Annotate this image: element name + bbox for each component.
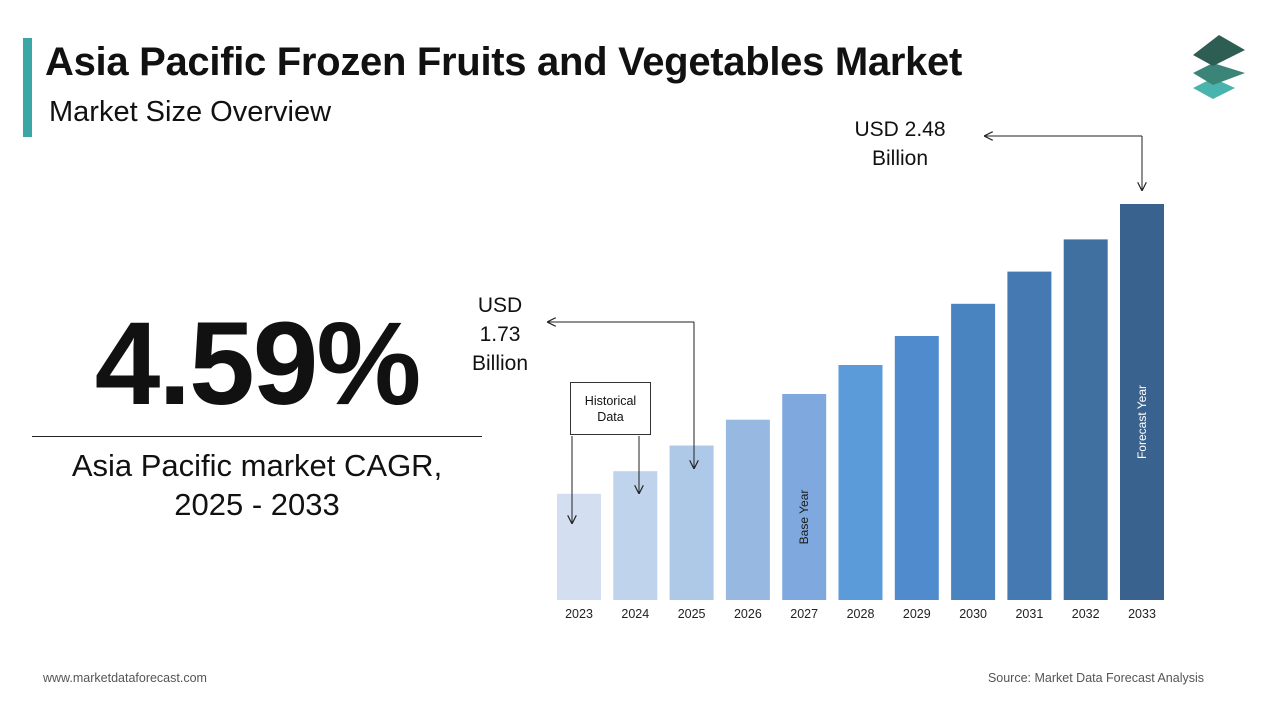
x-tick-label-2028: 2028 [847, 607, 875, 621]
x-tick-label-2030: 2030 [959, 607, 987, 621]
bar-2023 [557, 493, 601, 600]
x-tick-label-2027: 2027 [790, 607, 818, 621]
x-tick-label-2023: 2023 [565, 607, 593, 621]
x-tick-labels: 2023 2024 2025 2026 2027 2028 2029 2030 2031 2032… [565, 607, 1156, 621]
page-subtitle: Market Size Overview [49, 96, 332, 128]
x-tick-label-2031: 2031 [1015, 607, 1043, 621]
x-tick-label-2024: 2024 [621, 607, 649, 621]
historical-label-line2: Data [597, 409, 624, 424]
footer-source: Source: Market Data Forecast Analysis [987, 671, 1204, 685]
end-value-line2: Billion [871, 147, 929, 170]
bar-2026 [725, 419, 770, 600]
bar-2024 [613, 471, 658, 600]
bar-2029 [894, 336, 939, 600]
title-accent-bar [23, 38, 32, 137]
cagr-divider [32, 436, 482, 437]
bar-2030 [951, 303, 996, 600]
start-value-callout: USD 1.73 Billion [455, 291, 545, 378]
x-tick-label-2029: 2029 [903, 607, 931, 621]
stacked-layers-icon [1193, 35, 1245, 99]
page-title: Asia Pacific Frozen Fruits and Vegetable… [45, 40, 963, 84]
bar-2033 [1120, 204, 1164, 600]
cagr-label-line2: 2025 - 2033 [174, 487, 340, 522]
logo-layer-top [1193, 35, 1245, 66]
historical-label-line1: Historical [584, 393, 637, 408]
x-tick-label-2032: 2032 [1072, 607, 1100, 621]
bar-annotation-2027: Base Year [797, 490, 811, 545]
x-tick-label-2026: 2026 [734, 607, 762, 621]
cagr-label: Asia Pacific market CAGR, 2025 - 2033 [32, 446, 482, 524]
bar-2028 [838, 365, 883, 600]
bar-2032 [1063, 239, 1108, 600]
logo-layer-bottom [1193, 78, 1235, 99]
callout-arrows [548, 136, 1142, 523]
end-value-callout: USD 2.48 Billion [830, 115, 970, 173]
start-value-line1: USD [477, 294, 523, 317]
start-value-line3: Billion [471, 352, 529, 375]
x-tick-label-2025: 2025 [678, 607, 706, 621]
footer-website: www.marketdataforecast.com [43, 671, 207, 685]
bar-annotation-2033: Forecast Year [1135, 385, 1149, 459]
x-tick-label-2033: 2033 [1128, 607, 1156, 621]
bar-2025 [669, 445, 714, 600]
logo-layer-middle [1193, 63, 1245, 85]
end-value-line1: USD 2.48 [854, 118, 946, 141]
bar-2031 [1007, 271, 1052, 600]
historical-data-box: Historical Data [570, 382, 651, 435]
bar-2027 [782, 394, 827, 600]
bar-annotations: Base Year Forecast Year [797, 385, 1149, 544]
bars-layer [557, 204, 1164, 600]
cagr-value: 4.59% [94, 298, 422, 430]
start-value-line2: 1.73 [479, 323, 521, 346]
cagr-label-line1: Asia Pacific market CAGR, [71, 448, 443, 483]
